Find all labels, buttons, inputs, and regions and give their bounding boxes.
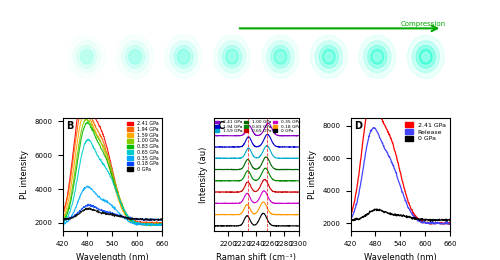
X-axis label: Wavelength (nm): Wavelength (nm) — [76, 253, 148, 260]
Circle shape — [274, 49, 287, 64]
Text: 0 GPa: 0 GPa — [78, 80, 94, 85]
Circle shape — [368, 46, 387, 68]
Circle shape — [132, 52, 139, 61]
Circle shape — [218, 41, 246, 73]
Circle shape — [180, 52, 188, 61]
Circle shape — [325, 52, 333, 61]
Text: 0.83 GPa: 0.83 GPa — [268, 80, 293, 85]
Circle shape — [126, 46, 145, 68]
Text: 0.47 GPa: 0.47 GPa — [220, 80, 244, 85]
Y-axis label: PL intensity: PL intensity — [20, 150, 29, 199]
Circle shape — [416, 46, 436, 68]
Y-axis label: Intensity (au): Intensity (au) — [200, 146, 208, 203]
Circle shape — [322, 49, 335, 64]
Text: 0.12 GPa: 0.12 GPa — [123, 80, 148, 85]
Circle shape — [228, 52, 236, 61]
Circle shape — [374, 52, 381, 61]
Text: 1.12 GPa: 1.12 GPa — [316, 80, 342, 85]
Circle shape — [271, 46, 290, 68]
Circle shape — [412, 41, 440, 73]
Text: A: A — [66, 36, 74, 46]
Circle shape — [364, 41, 391, 73]
Circle shape — [359, 35, 396, 78]
Circle shape — [222, 46, 242, 68]
Circle shape — [226, 49, 238, 64]
Legend: 2.41 GPa, 1.94 GPa, 1.59 GPa, 1.00 GPa, 0.83 GPa, 0.65 GPa, 0.35 GPa, 0.18 GPa, : 2.41 GPa, 1.94 GPa, 1.59 GPa, 1.00 GPa, … — [126, 120, 160, 173]
Circle shape — [267, 41, 294, 73]
Circle shape — [178, 49, 190, 64]
Circle shape — [170, 41, 197, 73]
Circle shape — [122, 41, 148, 73]
Y-axis label: PL intensity: PL intensity — [308, 150, 317, 199]
Circle shape — [319, 46, 338, 68]
Circle shape — [77, 46, 96, 68]
Circle shape — [422, 52, 430, 61]
Legend: 2.41 GPa, Release, 0 GPa: 2.41 GPa, Release, 0 GPa — [404, 121, 447, 143]
Circle shape — [262, 35, 299, 78]
Text: 2.41 GPa: 2.41 GPa — [414, 80, 438, 85]
Text: 0.29 GPa: 0.29 GPa — [171, 80, 196, 85]
Circle shape — [310, 35, 348, 78]
Text: Compression: Compression — [401, 21, 446, 27]
Text: B: B — [66, 121, 74, 131]
Circle shape — [129, 49, 141, 64]
Text: C: C — [218, 121, 224, 131]
Circle shape — [408, 35, 444, 78]
X-axis label: Raman shift (cm⁻¹): Raman shift (cm⁻¹) — [216, 253, 296, 260]
Circle shape — [174, 46, 194, 68]
Circle shape — [420, 49, 432, 64]
Circle shape — [316, 41, 342, 73]
Circle shape — [276, 52, 284, 61]
Legend: 2.41 GPa, 1.94 GPa, 1.59 GPa, 1.00 GPa, 0.83 GPa, 0.65 GPa, 0.35 GPa, 0.18 GPa, : 2.41 GPa, 1.94 GPa, 1.59 GPa, 1.00 GPa, … — [214, 120, 300, 134]
Text: 1.71 GPa: 1.71 GPa — [365, 80, 390, 85]
Circle shape — [83, 52, 90, 61]
Circle shape — [80, 49, 93, 64]
X-axis label: Wavelength (nm): Wavelength (nm) — [364, 253, 436, 260]
Circle shape — [371, 49, 384, 64]
Text: D: D — [354, 121, 362, 131]
